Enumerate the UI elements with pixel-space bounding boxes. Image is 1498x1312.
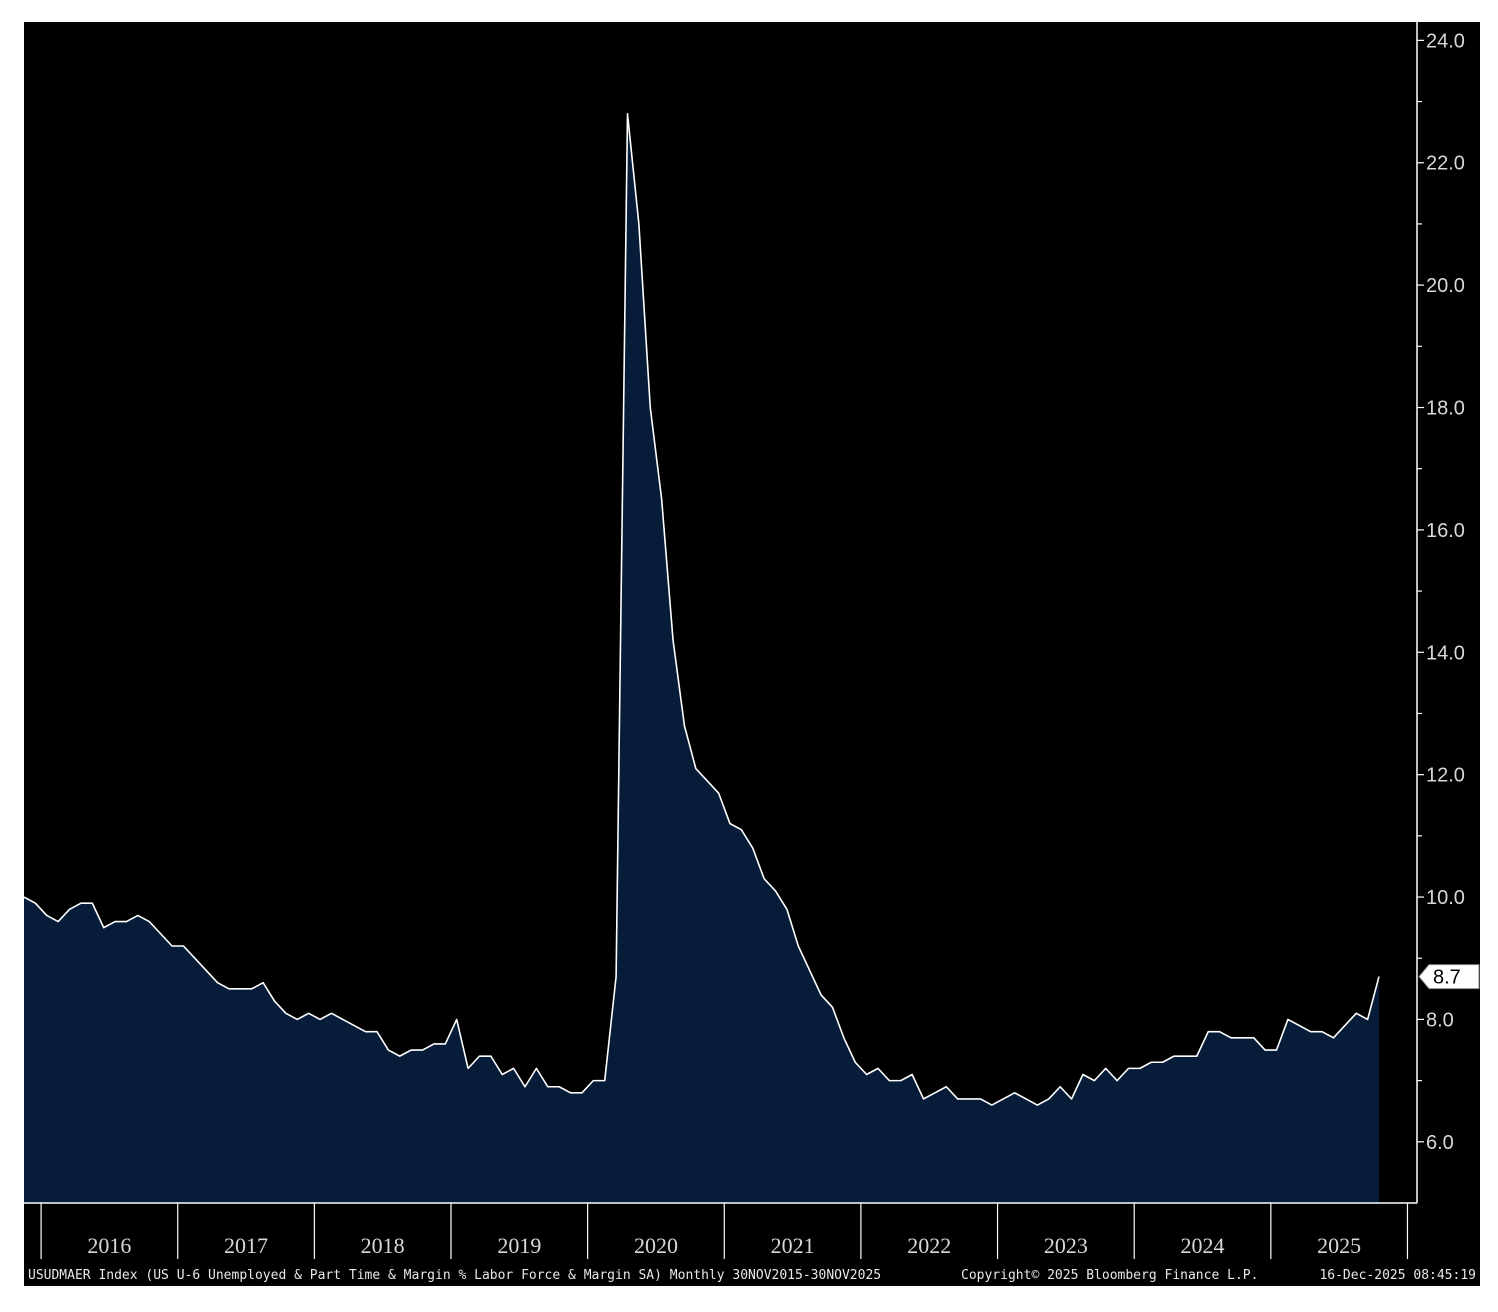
y-tick-label: 8.0: [1426, 1009, 1454, 1031]
series-line: [24, 112, 1380, 1106]
footer-timestamp: 16-Dec-2025 08:45:19: [1319, 1268, 1476, 1283]
y-tick-label: 24.0: [1426, 30, 1465, 52]
area-layer: [24, 112, 1380, 1203]
x-year-label: 2018: [361, 1233, 405, 1258]
last-value-label: 8.7: [1433, 967, 1461, 989]
series-area: [24, 113, 1379, 1203]
x-year-label: 2019: [497, 1233, 541, 1258]
y-tick-label: 12.0: [1426, 765, 1465, 787]
y-tick-label: 22.0: [1426, 153, 1465, 175]
x-year-label: 2021: [771, 1233, 815, 1258]
footer: USUDMAER Index (US U-6 Unemployed & Part…: [28, 1268, 1476, 1283]
axis-layer: 6.0 8.0 10.0 12.0 14.0 16.0 18.0 20.0 22.0 24.0 20…: [24, 22, 1465, 1259]
footer-description: USUDMAER Index (US U-6 Unemployed & Part…: [28, 1268, 881, 1283]
x-year-label: 2020: [634, 1233, 678, 1258]
x-year-label: 2025: [1317, 1233, 1361, 1258]
x-year-label: 2017: [224, 1233, 268, 1258]
footer-copyright: Copyright© 2025 Bloomberg Finance L.P.: [961, 1268, 1258, 1283]
y-tick-label: 20.0: [1426, 275, 1465, 297]
x-year-label: 2016: [87, 1233, 131, 1258]
last-value-tag: [1418, 964, 1480, 990]
y-tick-label: 10.0: [1426, 887, 1465, 909]
chart-canvas: 6.0 8.0 10.0 12.0 14.0 16.0 18.0 20.0 22.0 24.0 20…: [24, 22, 1480, 1283]
y-tick-label: 14.0: [1426, 642, 1465, 664]
x-year-label: 2022: [907, 1233, 951, 1258]
y-tick-label: 16.0: [1426, 520, 1465, 542]
label-layer: 8.7: [1418, 964, 1480, 990]
x-year-label: 2024: [1181, 1233, 1225, 1258]
y-tick-label: 18.0: [1426, 398, 1465, 420]
x-year-label: 2023: [1044, 1233, 1088, 1258]
y-tick-label: 6.0: [1426, 1132, 1454, 1154]
chart-frame: 6.0 8.0 10.0 12.0 14.0 16.0 18.0 20.0 22.0 24.0 20…: [24, 22, 1480, 1286]
